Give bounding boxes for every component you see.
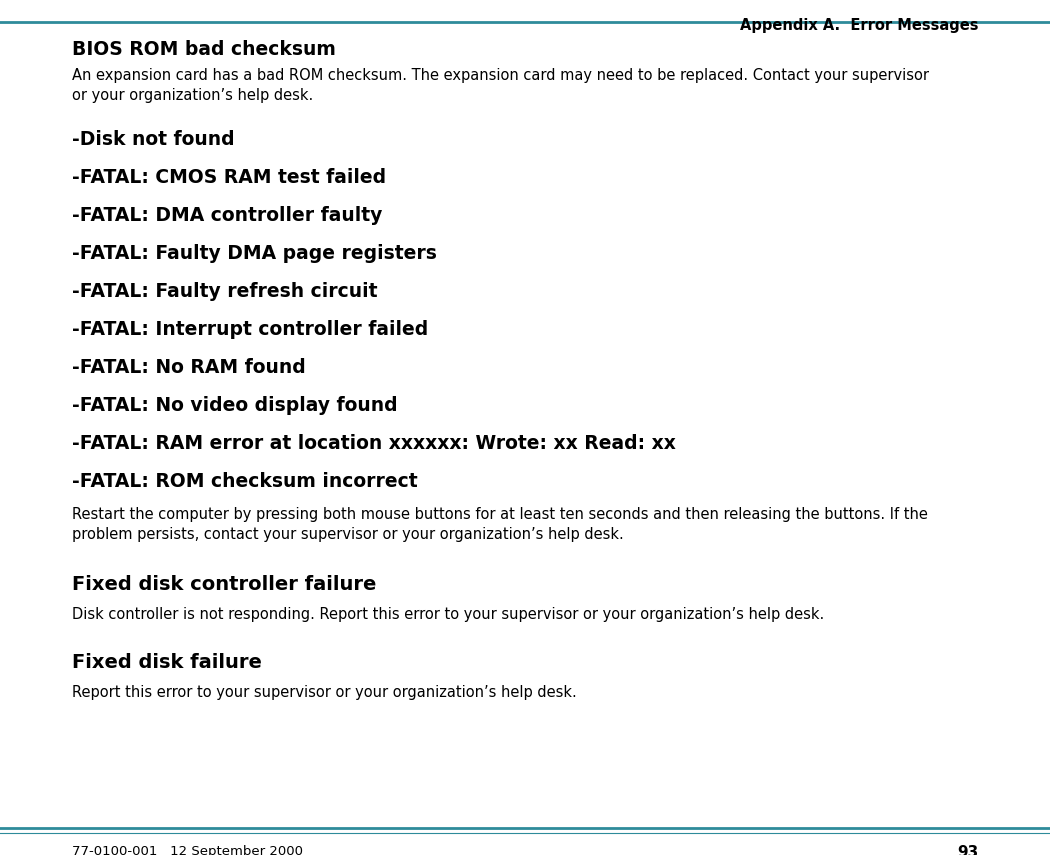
Text: Appendix A.  Error Messages: Appendix A. Error Messages bbox=[739, 18, 978, 33]
Text: -FATAL: RAM error at location xxxxxx: Wrote: xx Read: xx: -FATAL: RAM error at location xxxxxx: Wr… bbox=[72, 434, 676, 453]
Text: -FATAL: No RAM found: -FATAL: No RAM found bbox=[72, 358, 306, 377]
Text: -FATAL: No video display found: -FATAL: No video display found bbox=[72, 396, 398, 415]
Text: 77-0100-001   12 September 2000: 77-0100-001 12 September 2000 bbox=[72, 845, 303, 855]
Text: Restart the computer by pressing both mouse buttons for at least ten seconds and: Restart the computer by pressing both mo… bbox=[72, 507, 928, 542]
Text: Fixed disk failure: Fixed disk failure bbox=[72, 653, 261, 672]
Text: -FATAL: Faulty refresh circuit: -FATAL: Faulty refresh circuit bbox=[72, 282, 378, 301]
Text: Disk controller is not responding. Report this error to your supervisor or your : Disk controller is not responding. Repor… bbox=[72, 607, 824, 622]
Text: -FATAL: DMA controller faulty: -FATAL: DMA controller faulty bbox=[72, 206, 382, 225]
Text: Fixed disk controller failure: Fixed disk controller failure bbox=[72, 575, 376, 594]
Text: -FATAL: ROM checksum incorrect: -FATAL: ROM checksum incorrect bbox=[72, 472, 418, 491]
Text: -FATAL: Faulty DMA page registers: -FATAL: Faulty DMA page registers bbox=[72, 244, 437, 263]
Text: -FATAL: Interrupt controller failed: -FATAL: Interrupt controller failed bbox=[72, 320, 428, 339]
Text: 93: 93 bbox=[957, 845, 978, 855]
Text: -FATAL: CMOS RAM test failed: -FATAL: CMOS RAM test failed bbox=[72, 168, 386, 187]
Text: Report this error to your supervisor or your organization’s help desk.: Report this error to your supervisor or … bbox=[72, 685, 576, 700]
Text: BIOS ROM bad checksum: BIOS ROM bad checksum bbox=[72, 40, 336, 59]
Text: -Disk not found: -Disk not found bbox=[72, 130, 234, 149]
Text: An expansion card has a bad ROM checksum. The expansion card may need to be repl: An expansion card has a bad ROM checksum… bbox=[72, 68, 929, 103]
